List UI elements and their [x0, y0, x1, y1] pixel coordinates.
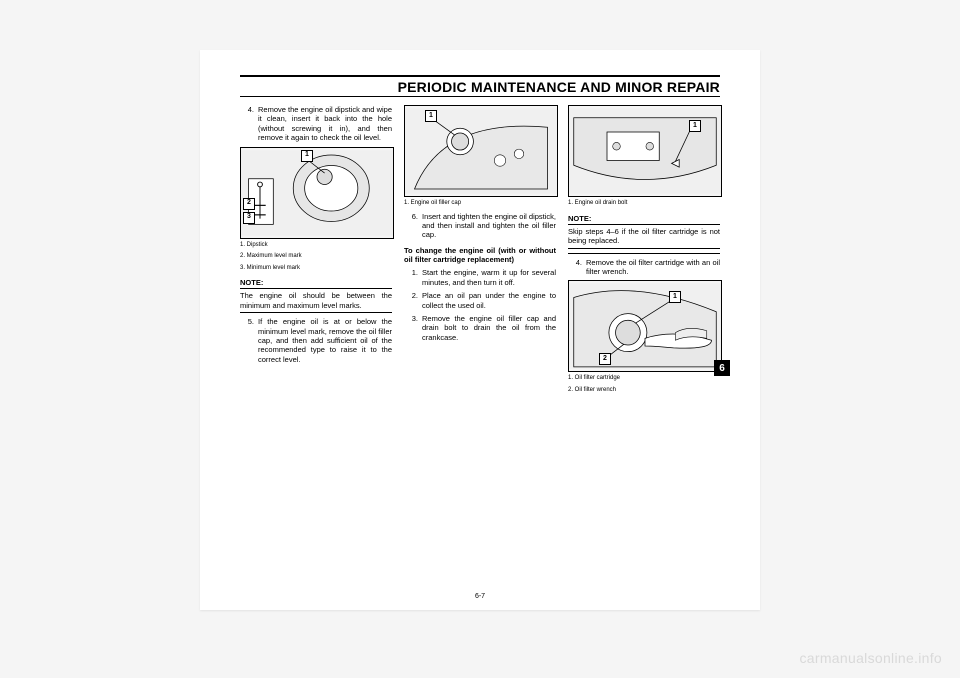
- rule: [568, 253, 720, 254]
- watermark: carmanualsonline.info: [800, 650, 943, 666]
- figure-dipstick: 1 2 3: [240, 147, 394, 239]
- step-number: 1.: [404, 268, 422, 287]
- step-number: 4.: [240, 105, 258, 143]
- figure-label-3: 3: [243, 212, 255, 224]
- content-columns: 4. Remove the engine oil dipstick and wi…: [240, 105, 720, 398]
- step-5: 5. If the engine oil is at or below the …: [240, 317, 392, 364]
- manual-page: PERIODIC MAINTENANCE AND MINOR REPAIR 4.…: [200, 50, 760, 610]
- note-text: The engine oil should be between the min…: [240, 291, 392, 313]
- step-number: 5.: [240, 317, 258, 364]
- figure-label-1: 1: [425, 110, 437, 122]
- figure-caption: 3. Minimum level mark: [240, 265, 392, 273]
- figure-drain-bolt: 1: [568, 105, 722, 197]
- step-text: If the engine oil is at or below the min…: [258, 317, 392, 364]
- step-text: Start the engine, warm it up for several…: [422, 268, 556, 287]
- figure-caption: 1. Oil filter cartridge: [568, 375, 720, 383]
- step-number: 4.: [568, 258, 586, 277]
- step-6: 6. Insert and tighten the engine oil dip…: [404, 212, 556, 240]
- step-number: 3.: [404, 314, 422, 342]
- chapter-tab: 6: [714, 360, 730, 376]
- step-4: 4. Remove the engine oil dipstick and wi…: [240, 105, 392, 143]
- step-text: Place an oil pan under the engine to col…: [422, 291, 556, 310]
- step-text: Remove the engine oil dipstick and wipe …: [258, 105, 392, 143]
- figure-label-1: 1: [669, 291, 681, 303]
- column-3: 1 1. Engine oil drain bolt NOTE: Skip st…: [568, 105, 720, 398]
- figure-caption: 1. Engine oil drain bolt: [568, 200, 720, 208]
- column-1: 4. Remove the engine oil dipstick and wi…: [240, 105, 392, 398]
- figure-label-1: 1: [301, 150, 313, 162]
- change-step-1: 1. Start the engine, warm it up for seve…: [404, 268, 556, 287]
- note-label: NOTE:: [240, 278, 392, 289]
- figure-caption: 1. Dipstick: [240, 242, 392, 250]
- figure-filler-cap: 1: [404, 105, 558, 197]
- step-number: 6.: [404, 212, 422, 240]
- step-text: Remove the oil filter cartridge with an …: [586, 258, 720, 277]
- header-title: PERIODIC MAINTENANCE AND MINOR REPAIR: [398, 79, 720, 95]
- step-text: Insert and tighten the engine oil dipsti…: [422, 212, 556, 240]
- figure-label-1: 1: [689, 120, 701, 132]
- figure-oil-filter-wrench: 1 2: [568, 280, 722, 372]
- step-text: Remove the engine oil filler cap and dra…: [422, 314, 556, 342]
- note-label: NOTE:: [568, 214, 720, 225]
- figure-label-2: 2: [599, 353, 611, 365]
- figure-caption: 2. Maximum level mark: [240, 253, 392, 261]
- page-header: PERIODIC MAINTENANCE AND MINOR REPAIR: [240, 75, 720, 97]
- change-step-3: 3. Remove the engine oil filler cap and …: [404, 314, 556, 342]
- figure-caption: 2. Oil filter wrench: [568, 387, 720, 395]
- page-number: 6-7: [200, 593, 760, 600]
- step-number: 2.: [404, 291, 422, 310]
- note-text: Skip steps 4–6 if the oil filter cartrid…: [568, 227, 720, 249]
- column-2: 1 1. Engine oil filler cap 6. Insert and…: [404, 105, 556, 398]
- step-4b: 4. Remove the oil filter cartridge with …: [568, 258, 720, 277]
- change-step-2: 2. Place an oil pan under the engine to …: [404, 291, 556, 310]
- figure-caption: 1. Engine oil filler cap: [404, 200, 556, 208]
- figure-label-2: 2: [243, 198, 255, 210]
- section-heading: To change the engine oil (with or withou…: [404, 246, 556, 265]
